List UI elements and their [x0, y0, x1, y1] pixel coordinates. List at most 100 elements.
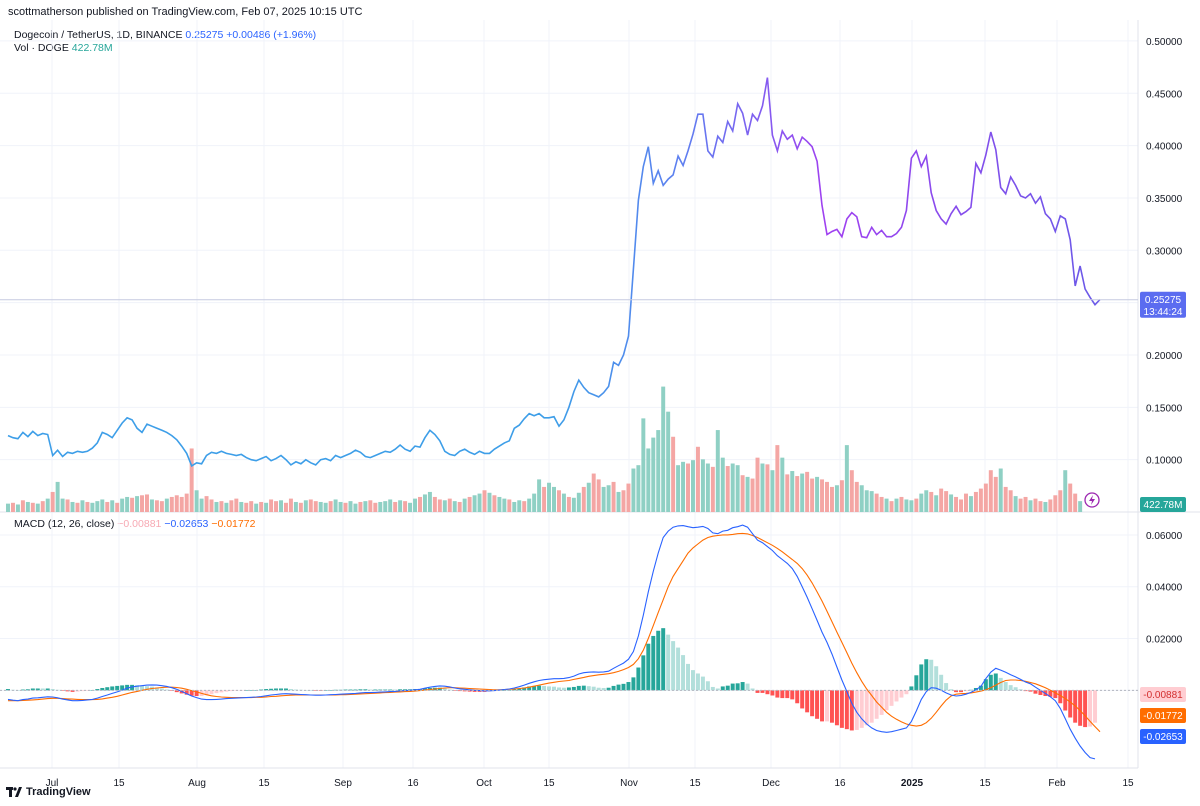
macd-histogram-bar [651, 635, 656, 691]
macd-label-box [1140, 687, 1186, 702]
volume-bar [328, 501, 333, 512]
volume-bar [963, 493, 968, 512]
volume-bar [80, 500, 85, 512]
volume-bar [576, 492, 581, 512]
volume-bar [293, 501, 298, 512]
volume-bar [85, 501, 90, 512]
macd-histogram-bar [775, 690, 780, 698]
macd-histogram-bar [988, 674, 993, 691]
macd-label-box [1140, 729, 1186, 744]
symbol-legend: Dogecoin / TetherUS, 1D, BINANCE 0.25275… [14, 28, 316, 42]
macd-histogram-bar [512, 689, 517, 691]
volume-bar [303, 500, 308, 512]
volume-bar [189, 448, 194, 512]
macd-histogram-bar [403, 689, 408, 691]
volume-bar [417, 496, 422, 512]
volume-bar [358, 501, 363, 512]
macd-histogram-bar [120, 685, 125, 691]
volume-bar [482, 490, 487, 512]
volume-bar [115, 502, 120, 512]
macd-histogram-bar [671, 641, 676, 691]
macd-histogram-bar [581, 685, 586, 691]
volume-bar [854, 481, 859, 512]
macd-histogram-bar [452, 690, 457, 691]
volume-bar [700, 459, 705, 512]
macd-histogram-bar [1083, 690, 1088, 728]
macd-histogram-bar [462, 690, 467, 692]
macd-histogram-bar [636, 667, 641, 691]
volume-label-box [1140, 497, 1186, 512]
lightning-icon-glyph [1089, 495, 1095, 505]
volume-bar [586, 482, 591, 512]
volume-bar [1063, 470, 1068, 512]
macd-histogram-bar [154, 687, 159, 691]
macd-histogram-bar [909, 686, 914, 691]
volume-bar [1048, 499, 1053, 512]
volume-bar [427, 491, 432, 512]
macd-histogram-bar [313, 690, 318, 691]
volume-bar [219, 501, 224, 512]
volume-bar [40, 501, 45, 512]
macd-histogram-bar [388, 689, 393, 691]
price-label-countdown: 13:44:24 [1144, 307, 1183, 318]
volume-bar [130, 497, 135, 512]
macd-histogram-bar [159, 688, 164, 691]
volume-bar [755, 457, 760, 512]
volume-bar [154, 500, 159, 512]
macd-histogram-bar [1013, 687, 1018, 691]
macd-histogram-bar [164, 689, 169, 691]
macd-histogram-bar [735, 683, 740, 691]
volume-bar [661, 386, 666, 512]
volume-bar [993, 476, 998, 512]
macd-histogram-bar [681, 655, 686, 691]
macd-line [7, 524, 1096, 760]
volume-bar [914, 498, 919, 512]
macd-histogram-bar [859, 690, 864, 728]
macd-histogram-bar [839, 690, 844, 728]
macd-histogram-bar [715, 688, 720, 691]
volume-bar [834, 485, 839, 512]
macd-histogram-bar [75, 690, 80, 692]
volume-legend: Vol · DOGE 422.78M [14, 42, 113, 54]
macd-histogram-bar [611, 685, 616, 691]
macd-histogram-bar [968, 689, 973, 691]
macd-histogram-bar [954, 690, 959, 693]
macd-signal-value: −0.01772 [211, 518, 256, 530]
macd-histogram-bar [363, 689, 368, 691]
volume-bar [725, 466, 730, 512]
macd-histogram-bar [750, 688, 755, 691]
volume-bar [820, 479, 825, 512]
volume-bar [829, 486, 834, 512]
macd-histogram-bar [686, 663, 691, 691]
volume-bar [194, 490, 199, 512]
macd-histogram-bar [328, 690, 333, 691]
price-change: +0.00486 (+1.96%) [226, 29, 317, 41]
price-tick-label: 0.20000 [1146, 351, 1183, 362]
volume-bar [140, 495, 145, 512]
macd-histogram-bar [1088, 690, 1093, 727]
volume-bar [606, 485, 611, 512]
volume-bar [70, 501, 75, 512]
volume-bar [1008, 490, 1013, 512]
macd-histogram-bar [333, 689, 338, 691]
macd-histogram-bar [308, 690, 313, 691]
macd-histogram-bar [815, 690, 820, 719]
macd-histogram-bar [641, 655, 646, 691]
volume-bar [209, 499, 214, 512]
macd-histogram-bar [85, 690, 90, 691]
volume-bar [472, 495, 477, 512]
volume-bar [442, 500, 447, 512]
volume-bar [95, 501, 100, 512]
macd-histogram-bar [795, 690, 800, 704]
volume-bar [944, 491, 949, 512]
macd-histogram-bar [785, 690, 790, 699]
volume-bar [135, 496, 140, 512]
macd-histogram-bar [398, 689, 403, 691]
volume-bar [919, 493, 924, 512]
volume-bar [413, 498, 418, 512]
macd-histogram-bar [755, 690, 760, 693]
macd-histogram-bar [571, 686, 576, 691]
volume-bar [110, 500, 115, 512]
volume-bar [844, 445, 849, 512]
